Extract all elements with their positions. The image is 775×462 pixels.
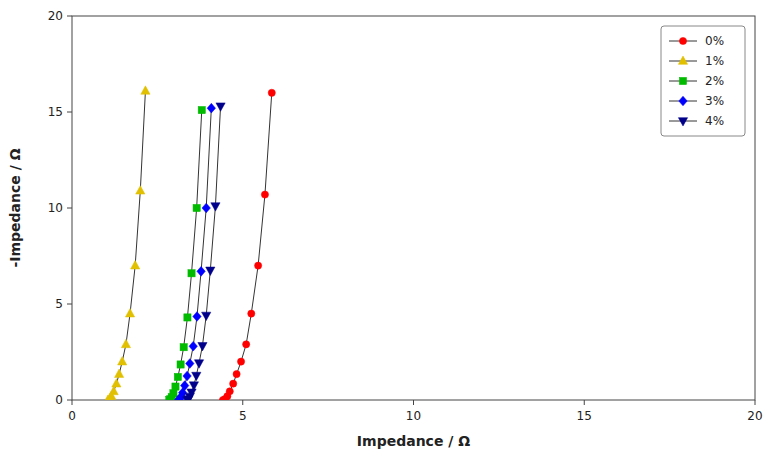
data-point	[237, 358, 244, 365]
tick-label: 0	[55, 393, 63, 407]
data-point	[255, 262, 262, 269]
data-point	[192, 372, 201, 380]
series-line	[169, 110, 201, 400]
data-point	[180, 344, 187, 351]
data-point	[211, 203, 220, 211]
data-point	[166, 396, 173, 400]
series-line	[223, 93, 272, 400]
tick-mark	[67, 400, 72, 401]
data-point	[103, 395, 112, 400]
tick-label: 5	[239, 409, 247, 423]
tick-mark	[413, 400, 414, 405]
legend-marker	[678, 56, 687, 64]
tick-mark	[242, 400, 243, 405]
data-point	[115, 369, 124, 377]
series-line	[179, 108, 212, 400]
legend-marker	[679, 96, 687, 106]
plot-area	[72, 16, 755, 400]
tick-label: 10	[48, 201, 63, 215]
data-point	[206, 267, 215, 275]
data-point	[197, 267, 205, 277]
data-point	[261, 191, 268, 198]
data-point	[202, 312, 211, 320]
data-point	[189, 341, 197, 351]
data-point	[230, 380, 237, 387]
data-point	[184, 314, 191, 321]
series-line	[108, 91, 146, 400]
legend-label: 4%	[705, 114, 724, 128]
tick-mark	[67, 208, 72, 209]
data-point	[243, 341, 250, 348]
tick-mark	[67, 304, 72, 305]
series-line	[187, 106, 220, 400]
data-point	[202, 203, 210, 213]
y-axis-label: -Impedance / Ω	[7, 148, 23, 267]
tick-label: 5	[55, 297, 63, 311]
data-point	[183, 371, 191, 381]
data-point	[194, 360, 203, 368]
tick-mark	[72, 400, 73, 405]
data-point	[233, 370, 240, 377]
legend-marker	[678, 118, 687, 126]
legend-label: 3%	[705, 94, 724, 108]
data-point	[186, 359, 194, 369]
data-point	[188, 270, 195, 277]
tick-label: 20	[48, 9, 63, 23]
tick-mark	[584, 400, 585, 405]
data-point	[136, 186, 145, 194]
tick-mark	[755, 400, 756, 405]
tick-mark	[67, 16, 72, 17]
data-point	[177, 361, 184, 368]
data-point	[268, 89, 275, 96]
tick-label: 15	[48, 105, 63, 119]
tick-label: 15	[577, 409, 592, 423]
x-axis-label: Impedance / Ω	[357, 433, 470, 449]
data-point	[183, 397, 192, 400]
tick-label: 0	[68, 409, 76, 423]
data-point	[198, 342, 207, 350]
data-point	[141, 86, 150, 94]
legend-box	[661, 26, 745, 136]
data-point	[248, 310, 255, 317]
data-point	[112, 379, 121, 387]
data-point	[131, 261, 140, 269]
legend-label: 1%	[705, 54, 724, 68]
legend-label: 0%	[705, 34, 724, 48]
data-point	[207, 103, 215, 113]
tick-label: 10	[406, 409, 421, 423]
data-point	[216, 103, 225, 111]
data-point	[121, 339, 130, 347]
data-point	[174, 373, 181, 380]
data-point	[198, 106, 205, 113]
data-point	[193, 204, 200, 211]
tick-mark	[67, 112, 72, 113]
data-point	[118, 357, 127, 365]
data-point	[125, 309, 134, 317]
legend-label: 2%	[705, 74, 724, 88]
tick-label: 20	[747, 409, 762, 423]
legend: 0% 1% 2% 3% 4%	[661, 26, 745, 136]
data-point	[172, 383, 179, 390]
legend-marker	[679, 37, 686, 44]
legend-marker	[679, 77, 686, 84]
data-point	[174, 395, 182, 400]
data-point	[193, 312, 201, 322]
data-point	[219, 396, 226, 400]
chart: 0 5 10 15 20 0 5 10 15 20 Impedance / Ω -Impedance …	[0, 0, 775, 462]
data-group	[103, 86, 275, 400]
